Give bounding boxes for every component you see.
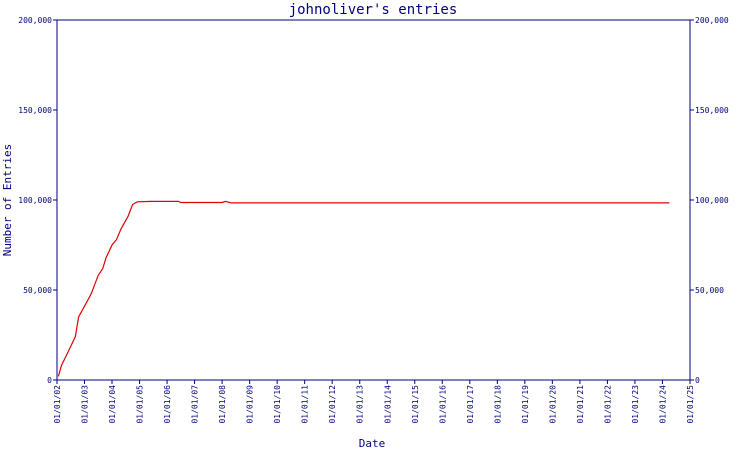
y-tick-label-right: 100,000 [695, 196, 729, 205]
y-tick-label-right: 200,000 [695, 16, 729, 25]
y-tick-label-left: 0 [47, 376, 52, 385]
x-tick-label: 01/01/04 [108, 385, 117, 424]
x-tick-label: 01/01/22 [603, 385, 612, 424]
x-tick-label: 01/01/15 [411, 385, 420, 424]
x-tick-label: 01/01/05 [136, 385, 145, 424]
y-tick-label-right: 150,000 [695, 106, 729, 115]
x-tick-label: 01/01/09 [246, 385, 255, 424]
x-tick-label: 01/01/07 [191, 385, 200, 424]
chart-title: johnoliver's entries [289, 2, 458, 18]
x-tick-label: 01/01/25 [686, 385, 695, 424]
x-tick-label: 01/01/19 [521, 385, 530, 424]
x-tick-label: 01/01/20 [548, 385, 557, 424]
x-tick-label: 01/01/10 [273, 385, 282, 424]
y-tick-label-left: 200,000 [18, 16, 52, 25]
series-line [57, 200, 670, 377]
x-tick-label: 01/01/17 [466, 385, 475, 424]
x-axis-label: Date [359, 437, 386, 450]
x-tick-label: 01/01/14 [383, 385, 392, 424]
x-tick-label: 01/01/02 [53, 385, 62, 424]
x-tick-label: 01/01/12 [328, 385, 337, 424]
y-tick-label-left: 150,000 [18, 106, 52, 115]
x-tick-label: 01/01/23 [631, 385, 640, 424]
plot-frame [56, 19, 691, 381]
x-tick-label: 01/01/11 [301, 385, 310, 424]
x-tick-label: 01/01/21 [576, 385, 585, 424]
y-tick-label-left: 100,000 [18, 196, 52, 205]
x-tick-label: 01/01/03 [81, 385, 90, 424]
x-tick-label: 01/01/08 [218, 385, 227, 424]
y-tick-label-left: 50,000 [23, 286, 52, 295]
x-tick-label: 01/01/24 [658, 385, 667, 424]
x-tick-label: 01/01/18 [493, 385, 502, 424]
y-axis-label: Number of Entries [1, 144, 14, 257]
x-tick-label: 01/01/06 [163, 385, 172, 424]
x-tick-label: 01/01/13 [356, 385, 365, 424]
left-y-axis: 0 50,000 100,000 150,000 200,000 [18, 16, 57, 385]
y-tick-label-right: 50,000 [695, 286, 724, 295]
y-tick-label-right: 0 [695, 376, 700, 385]
x-tick-label: 01/01/16 [438, 385, 447, 424]
x-axis: 01/01/02 01/01/03 01/01/04 01/01/05 01/01/06… [53, 380, 695, 424]
right-y-axis: 0 50,000 100,000 150,000 200,000 [690, 16, 729, 385]
